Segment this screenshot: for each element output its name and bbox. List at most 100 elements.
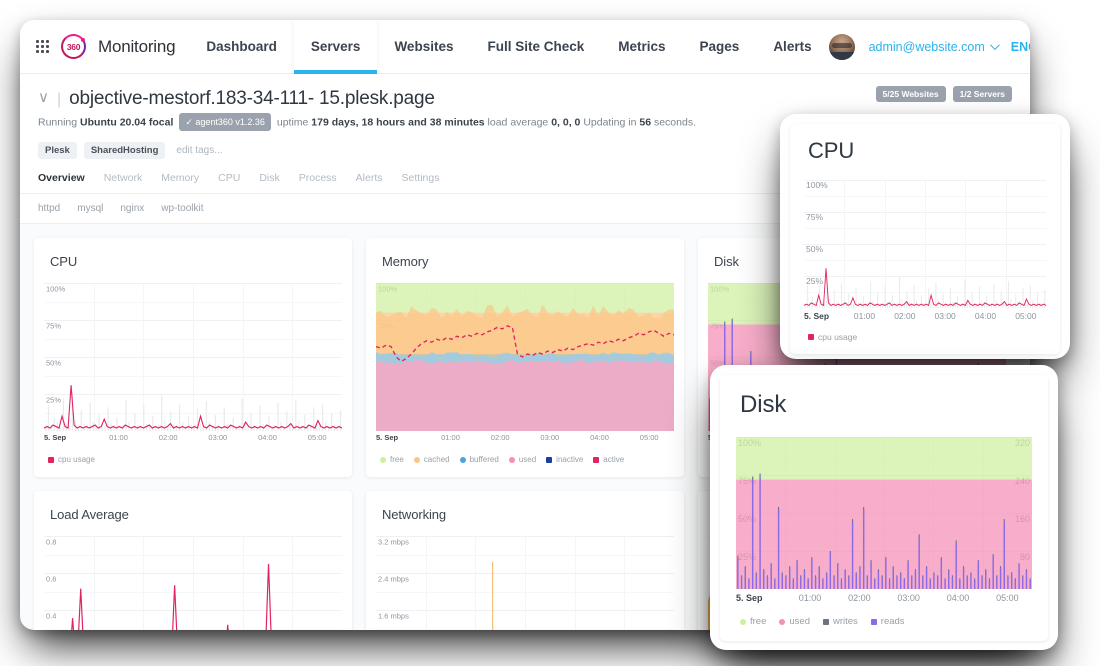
legend-item[interactable]: active [593, 455, 624, 464]
nav-item-websites[interactable]: Websites [394, 39, 454, 54]
y-axis-tick: 25% [46, 395, 62, 405]
edit-tags-link[interactable]: edit tags... [176, 145, 223, 156]
chevrons-down-icon[interactable]: ∨ [38, 89, 49, 106]
chart-cpu-legend: cpu usage [34, 447, 352, 477]
legend-label: writes [832, 616, 858, 627]
x-axis-tick: 05:00 [1015, 311, 1037, 321]
legend-item[interactable]: free [740, 616, 766, 627]
legend-swatch-free [380, 456, 386, 463]
legend-swatch-buffered [459, 456, 466, 463]
y-axis-tick: 1.6 mbps [378, 611, 409, 621]
floating-chart-cpu[interactable]: 25% 50% 75% 100% [804, 180, 1046, 308]
tag-plesk[interactable]: Plesk [38, 142, 77, 159]
nav-item-pages[interactable]: Pages [699, 39, 740, 54]
floating-chart-disk-legend: free used writes reads [720, 607, 1048, 641]
x-axis-tick: 01:00 [109, 433, 128, 442]
x-axis-tick: 04:00 [590, 433, 609, 442]
chevron-down-icon [989, 40, 1000, 51]
badge-websites[interactable]: 5/25 Websites [875, 86, 946, 102]
nav-item-servers[interactable]: Servers [293, 20, 378, 74]
legend-swatch-used [508, 456, 515, 463]
legend-label: active [603, 455, 625, 464]
legend-swatch-cached [413, 456, 420, 463]
service-httpd[interactable]: httpd [38, 203, 61, 214]
x-axis-tick: 05:00 [639, 433, 659, 442]
y-axis-tick: 3.2 mbps [378, 537, 409, 547]
load-average-label: load average [487, 116, 549, 129]
tab-overview[interactable]: Overview [38, 172, 85, 184]
legend-item[interactable]: cpu usage [808, 332, 857, 342]
legend-item[interactable]: cached [413, 455, 450, 464]
agent-version-badge: ✓ agent360 v1.2.36 [179, 113, 271, 131]
legend-item[interactable]: used [508, 455, 536, 464]
legend-item[interactable]: writes [822, 616, 858, 627]
x-axis-tick: 03:00 [540, 433, 560, 442]
nav-item-dashboard[interactable]: Dashboard [206, 39, 277, 54]
x-axis-tick: 5. Sep [44, 433, 67, 442]
floating-card-cpu: CPU 25% 50% 75% 100% 5. Sep 01:00 02:00 03:00 0… [780, 114, 1070, 359]
language-label: ENG [1010, 39, 1030, 54]
legend-label: free [390, 455, 404, 464]
legend-item[interactable]: cpu usage [48, 455, 95, 464]
user-menu[interactable]: admin@website.com [868, 39, 1000, 54]
x-axis-tick: 02:00 [848, 593, 871, 603]
main-nav: Dashboard Servers Websites Full Site Che… [189, 20, 828, 74]
updating-suffix: seconds. [653, 116, 696, 129]
tab-memory[interactable]: Memory [161, 172, 200, 184]
card-title-load-average: Load Average [50, 507, 129, 522]
legend-item[interactable]: reads [870, 616, 905, 627]
service-nginx[interactable]: nginx [120, 203, 145, 214]
updating-countdown: 56 [639, 116, 652, 129]
nav-item-full-site-check[interactable]: Full Site Check [487, 39, 585, 54]
card-title-cpu: CPU [50, 254, 78, 269]
badge-servers[interactable]: 1/2 Servers [952, 86, 1012, 102]
y-axis-tick: 50% [46, 358, 62, 368]
updating-label: Updating in [583, 116, 637, 129]
logo-360-icon: 360 [61, 34, 86, 59]
service-mysql[interactable]: mysql [77, 203, 104, 214]
chart-load-average[interactable]: 0.20.40.60.8 [44, 536, 342, 630]
x-axis-tick: 05:00 [307, 433, 327, 442]
tab-alerts[interactable]: Alerts [355, 172, 383, 184]
legend-item[interactable]: inactive [546, 455, 583, 464]
floating-card-title-cpu: CPU [808, 138, 855, 163]
floating-chart-cpu-legend: cpu usage [790, 325, 1060, 354]
tab-disk[interactable]: Disk [259, 172, 280, 184]
tab-network[interactable]: Network [103, 172, 143, 184]
apps-grid-icon[interactable] [36, 40, 49, 53]
legend-swatch-reads [870, 618, 877, 625]
floating-card-disk: Disk 25%50%75%100%80160240320 5. Sep 01:0… [710, 365, 1058, 650]
load-average-value: 0, 0, 0 [551, 116, 581, 129]
legend-swatch-cpu-usage [808, 334, 814, 340]
server-title-row: ∨ | objective-mestorf.183-34-111- 15.ple… [38, 88, 1012, 110]
chart-memory[interactable]: 25%50%75%100% [376, 283, 674, 431]
legend-item[interactable]: used [779, 616, 810, 627]
chart-cpu-xaxis: 5. Sep 01:00 02:00 03:00 04:00 05:00 [44, 433, 342, 447]
legend-label: cpu usage [818, 332, 858, 342]
floating-chart-disk[interactable]: 25%50%75%100%80160240320 [736, 437, 1032, 589]
language-menu[interactable]: ENG [1011, 40, 1030, 54]
tag-sharedhosting[interactable]: SharedHosting [83, 142, 166, 159]
brand-logo[interactable]: 360 Monitoring [20, 20, 189, 73]
logo-360-text: 360 [66, 41, 81, 52]
header-badges: 5/25 Websites 1/2 Servers [875, 86, 1012, 102]
service-wp-toolkit[interactable]: wp-toolkit [161, 203, 204, 214]
y-axis-tick: 25% [806, 276, 824, 287]
page-title: objective-mestorf.183-34-111- 15.plesk.p… [69, 88, 435, 109]
nav-item-alerts[interactable]: Alerts [773, 39, 812, 54]
tab-cpu[interactable]: CPU [218, 172, 241, 184]
user-email: admin@website.com [868, 39, 985, 54]
legend-item[interactable]: buffered [459, 455, 499, 464]
x-axis-tick: 05:00 [996, 593, 1019, 603]
legend-item[interactable]: free [380, 455, 404, 464]
legend-swatch-writes [822, 618, 829, 625]
y-axis-tick: 75% [46, 321, 62, 331]
chart-cpu[interactable]: 25% 50% 75% 100% [44, 283, 342, 431]
x-axis-tick: 04:00 [946, 593, 970, 603]
card-cpu: CPU 25% 50% 75% 100% 5. Sep 01:00 02:00 03:00 0… [34, 238, 352, 477]
tab-settings[interactable]: Settings [401, 172, 440, 184]
tab-process[interactable]: Process [298, 172, 337, 184]
top-navigation-bar: 360 Monitoring Dashboard Servers Website… [20, 20, 1030, 74]
nav-item-metrics[interactable]: Metrics [618, 39, 666, 54]
